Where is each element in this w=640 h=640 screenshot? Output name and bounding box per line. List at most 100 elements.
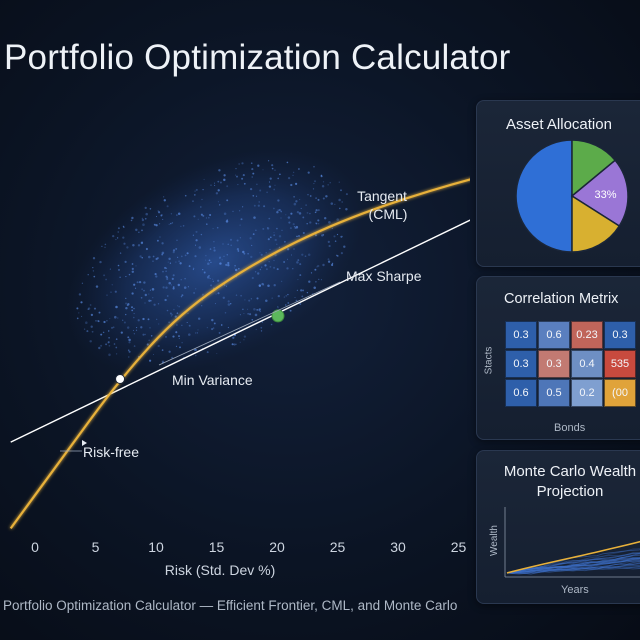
scatter-point	[133, 333, 135, 335]
scatter-point	[122, 319, 124, 321]
scatter-point	[266, 191, 268, 194]
scatter-point	[309, 195, 312, 197]
heatmap-cell: 0.6	[505, 379, 537, 407]
scatter-point	[92, 266, 94, 269]
scatter-point	[213, 182, 216, 184]
scatter-point	[254, 271, 257, 273]
mc-path	[506, 566, 640, 575]
scatter-point	[195, 239, 198, 242]
scatter-point	[133, 313, 135, 315]
scatter-point	[141, 257, 143, 259]
scatter-point	[255, 328, 257, 331]
scatter-point	[269, 248, 271, 250]
mc-simulation-paths	[506, 548, 640, 575]
scatter-point	[301, 295, 304, 298]
scatter-point	[233, 343, 236, 346]
scatter-point	[141, 217, 143, 219]
scatter-point	[242, 206, 244, 208]
scatter-point	[166, 276, 168, 279]
scatter-point	[261, 266, 263, 268]
scatter-point	[238, 329, 241, 331]
scatter-point	[95, 285, 99, 288]
scatter-point	[257, 272, 260, 275]
scatter-point	[276, 227, 278, 230]
scatter-point	[300, 289, 303, 292]
scatter-point	[99, 260, 102, 264]
scatter-point	[276, 210, 279, 214]
scatter-point	[285, 214, 287, 216]
scatter-point	[259, 189, 262, 192]
scatter-point	[210, 184, 212, 186]
scatter-point	[202, 214, 205, 217]
scatter-point	[152, 353, 155, 356]
mc-path	[506, 556, 640, 574]
scatter-point	[143, 289, 145, 292]
x-tick-label: 25	[451, 539, 467, 555]
x-tick-label: 15	[209, 539, 225, 555]
scatter-point	[273, 266, 276, 269]
mc-path	[506, 557, 640, 574]
scatter-point	[208, 275, 210, 277]
scatter-point	[251, 176, 253, 178]
scatter-point	[299, 263, 302, 266]
scatter-point	[90, 313, 94, 317]
scatter-point	[241, 177, 244, 180]
scatter-point	[262, 169, 264, 171]
scatter-point	[128, 356, 130, 358]
scatter-point	[89, 340, 92, 343]
scatter-point	[148, 255, 151, 259]
scatter-point	[234, 268, 238, 272]
scatter-point	[192, 234, 195, 236]
heatmap-cell: 0.3	[505, 350, 537, 378]
scatter-point	[286, 267, 289, 270]
scatter-point	[277, 177, 279, 180]
scatter-point	[178, 337, 180, 339]
mc-path	[507, 554, 640, 574]
scatter-point	[140, 326, 143, 329]
scatter-point	[331, 262, 334, 265]
scatter-point	[290, 254, 293, 256]
scatter-point	[115, 238, 117, 241]
scatter-point	[98, 311, 101, 314]
scatter-point	[213, 322, 216, 325]
scatter-point	[296, 289, 298, 291]
scatter-point	[318, 278, 320, 280]
scatter-point	[249, 313, 252, 316]
scatter-point	[128, 338, 131, 342]
scatter-point	[177, 283, 181, 287]
scatter-point	[125, 297, 127, 299]
scatter-point	[125, 306, 128, 310]
heatmap-cell: 0.3	[505, 321, 537, 349]
scatter-point	[264, 264, 267, 267]
scatter-point	[296, 235, 298, 238]
scatter-point	[142, 317, 145, 321]
scatter-point	[136, 327, 138, 329]
scatter-point	[321, 185, 325, 188]
pie-slice	[571, 194, 621, 253]
scatter-point	[86, 330, 89, 333]
scatter-point	[224, 312, 227, 314]
scatter-point	[327, 240, 330, 244]
scatter-point	[168, 223, 170, 226]
scatter-point	[136, 281, 139, 284]
scatter-point	[289, 309, 292, 312]
scatter-point	[243, 182, 246, 185]
scatter-point	[285, 295, 287, 297]
scatter-point	[225, 285, 228, 287]
scatter-point	[252, 233, 255, 235]
x-tick-label: 0	[31, 539, 39, 555]
scatter-point	[266, 227, 270, 230]
scatter-point	[108, 336, 110, 339]
scatter-point	[146, 343, 149, 346]
scatter-point	[131, 216, 134, 220]
scatter-point	[309, 212, 311, 215]
monte-carlo-title-line2: Projection	[536, 483, 604, 500]
scatter-point	[293, 248, 295, 250]
scatter-point	[95, 320, 97, 322]
scatter-point	[258, 284, 261, 288]
scatter-point	[206, 351, 209, 354]
scatter-point	[80, 301, 83, 304]
monte-carlo-chart	[504, 507, 640, 578]
scatter-point	[155, 224, 158, 227]
scatter-point	[267, 238, 270, 241]
